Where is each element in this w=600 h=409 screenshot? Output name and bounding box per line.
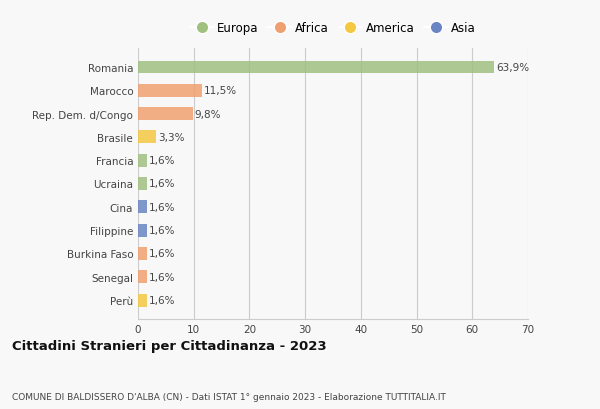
Bar — [138, 61, 494, 74]
Bar — [138, 294, 147, 307]
Bar — [138, 85, 202, 97]
Text: 1,6%: 1,6% — [149, 295, 176, 306]
Text: 1,6%: 1,6% — [149, 179, 176, 189]
Bar — [138, 154, 147, 167]
Text: 11,5%: 11,5% — [204, 86, 238, 96]
Bar — [138, 224, 147, 237]
Text: Cittadini Stranieri per Cittadinanza - 2023: Cittadini Stranieri per Cittadinanza - 2… — [12, 339, 326, 352]
Legend: Europa, Africa, America, Asia: Europa, Africa, America, Asia — [185, 17, 481, 40]
Text: 9,8%: 9,8% — [195, 109, 221, 119]
Text: 3,3%: 3,3% — [158, 133, 185, 142]
Bar — [138, 108, 193, 121]
Bar — [138, 201, 147, 214]
Text: 1,6%: 1,6% — [149, 156, 176, 166]
Bar — [138, 131, 157, 144]
Text: 1,6%: 1,6% — [149, 202, 176, 212]
Text: COMUNE DI BALDISSERO D'ALBA (CN) - Dati ISTAT 1° gennaio 2023 - Elaborazione TUT: COMUNE DI BALDISSERO D'ALBA (CN) - Dati … — [12, 392, 446, 401]
Text: 1,6%: 1,6% — [149, 272, 176, 282]
Text: 63,9%: 63,9% — [496, 63, 529, 73]
Bar — [138, 271, 147, 283]
Bar — [138, 247, 147, 260]
Bar — [138, 178, 147, 191]
Text: 1,6%: 1,6% — [149, 249, 176, 259]
Text: 1,6%: 1,6% — [149, 226, 176, 236]
